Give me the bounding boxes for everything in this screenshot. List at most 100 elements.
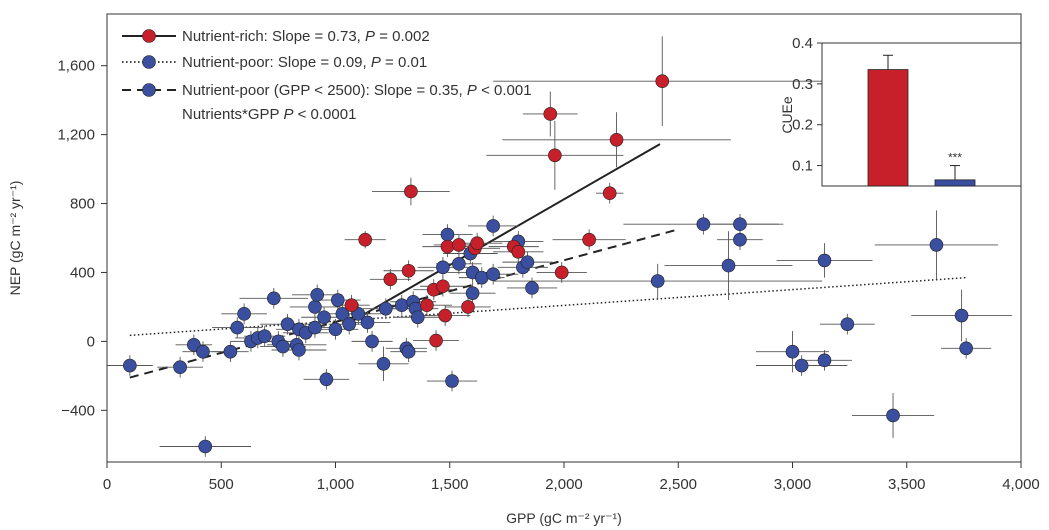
significance-label: *** bbox=[948, 151, 962, 165]
point-poor bbox=[817, 353, 832, 368]
point-poor bbox=[198, 439, 213, 454]
inset-bar-chart: CUEe 0.1 0.2 0.3 0.4 *** bbox=[779, 35, 1022, 187]
x-axis: 0 500 1,000 1,500 2,000 2,500 3,000 3,500 4,000 bbox=[103, 462, 1040, 493]
point-rich bbox=[401, 263, 416, 278]
y-tick-label: 1,200 bbox=[57, 127, 95, 144]
point-poor bbox=[292, 343, 306, 357]
y-tick-label: 0 bbox=[87, 333, 95, 350]
y-tick-label: 800 bbox=[70, 196, 95, 213]
point-poor bbox=[196, 344, 210, 359]
point-rich bbox=[543, 107, 558, 121]
point-poor bbox=[452, 257, 466, 271]
point-poor bbox=[187, 338, 201, 352]
point-poor bbox=[308, 320, 322, 335]
fit-lines bbox=[129, 143, 967, 379]
point-poor bbox=[123, 358, 137, 373]
point-rich bbox=[404, 184, 418, 199]
legend-marker bbox=[142, 55, 156, 69]
point-poor bbox=[330, 293, 345, 307]
point-poor bbox=[223, 344, 238, 359]
point-poor bbox=[486, 267, 500, 281]
point-poor bbox=[436, 260, 450, 275]
point-poor bbox=[721, 258, 736, 273]
point-poor bbox=[954, 308, 969, 323]
inset-y-axis-label: CUEe bbox=[779, 96, 795, 134]
point-rich bbox=[358, 232, 373, 247]
point-poor bbox=[237, 307, 251, 321]
point-poor bbox=[785, 344, 800, 359]
point-rich bbox=[548, 148, 562, 163]
point-rich bbox=[440, 239, 455, 254]
data-points bbox=[123, 74, 973, 454]
point-poor bbox=[794, 358, 809, 373]
main-scatter-plot: 0 500 1,000 1,500 2,000 2,500 3,000 3,500 4,000 … bbox=[7, 13, 1040, 526]
point-rich bbox=[655, 74, 670, 88]
inset-y-tick-label: 0.1 bbox=[792, 158, 813, 175]
fit-line-dotted bbox=[129, 276, 967, 337]
point-poor bbox=[335, 307, 350, 321]
point-poor bbox=[267, 291, 281, 306]
point-rich bbox=[438, 308, 452, 323]
point-poor bbox=[257, 329, 272, 344]
x-tick-label: 500 bbox=[209, 476, 234, 493]
inset-y-axis: 0.1 0.2 0.3 0.4 bbox=[792, 35, 822, 175]
point-poor bbox=[474, 270, 489, 285]
x-tick-label: 2,500 bbox=[659, 476, 697, 493]
legend-marker bbox=[142, 83, 156, 97]
point-rich bbox=[383, 272, 398, 287]
point-rich bbox=[429, 333, 443, 348]
inset-y-tick-label: 0.4 bbox=[792, 35, 813, 52]
x-tick-label: 3,000 bbox=[774, 476, 812, 493]
point-rich bbox=[452, 238, 466, 252]
x-tick-label: 1,500 bbox=[431, 476, 469, 493]
y-tick-label: 400 bbox=[70, 264, 95, 281]
point-poor bbox=[486, 219, 500, 233]
point-poor bbox=[733, 217, 747, 232]
inset-bar-rich bbox=[867, 69, 909, 187]
y-tick-label: −400 bbox=[61, 402, 95, 419]
point-poor bbox=[310, 288, 325, 302]
x-tick-label: 1,000 bbox=[317, 476, 355, 493]
inset-y-tick-label: 0.3 bbox=[792, 76, 813, 93]
point-poor bbox=[520, 255, 535, 269]
point-rich bbox=[602, 186, 617, 200]
point-poor bbox=[230, 320, 245, 335]
point-poor bbox=[929, 238, 944, 252]
point-poor bbox=[650, 274, 665, 288]
legend-entry-rich: Nutrient-rich: Slope = 0.73, P = 0.002 bbox=[182, 28, 430, 45]
point-poor bbox=[317, 310, 331, 325]
fit-line-solid bbox=[346, 143, 661, 326]
point-poor bbox=[360, 315, 375, 330]
point-poor bbox=[959, 341, 973, 356]
point-poor bbox=[401, 344, 416, 359]
point-poor bbox=[840, 317, 855, 331]
point-poor bbox=[817, 253, 832, 268]
point-poor bbox=[376, 356, 391, 371]
legend-marker bbox=[142, 29, 156, 43]
point-poor bbox=[394, 298, 409, 313]
point-poor bbox=[308, 300, 322, 314]
y-axis-label: NEP (gC m⁻² yr⁻¹) bbox=[7, 181, 23, 296]
point-poor bbox=[328, 322, 343, 337]
point-poor bbox=[525, 281, 539, 295]
x-tick-label: 3,500 bbox=[888, 476, 926, 493]
x-axis-label: GPP (gC m⁻² yr⁻¹) bbox=[506, 510, 622, 526]
point-rich bbox=[344, 298, 359, 313]
x-tick-label: 4,000 bbox=[1002, 476, 1040, 493]
point-poor bbox=[465, 286, 480, 300]
point-rich bbox=[420, 298, 434, 313]
point-rich bbox=[436, 279, 450, 294]
point-poor bbox=[365, 334, 379, 349]
point-poor bbox=[886, 408, 900, 423]
point-poor bbox=[410, 310, 425, 325]
x-tick-label: 0 bbox=[103, 476, 111, 493]
point-rich bbox=[609, 132, 624, 147]
point-rich bbox=[511, 244, 526, 259]
y-axis: −400 0 400 800 1,200 1,600 bbox=[57, 58, 107, 419]
point-poor bbox=[445, 374, 459, 388]
point-rich bbox=[554, 265, 569, 280]
fit-line-dashed bbox=[129, 228, 679, 379]
point-poor bbox=[342, 317, 357, 331]
x-tick-label: 2,000 bbox=[545, 476, 583, 493]
